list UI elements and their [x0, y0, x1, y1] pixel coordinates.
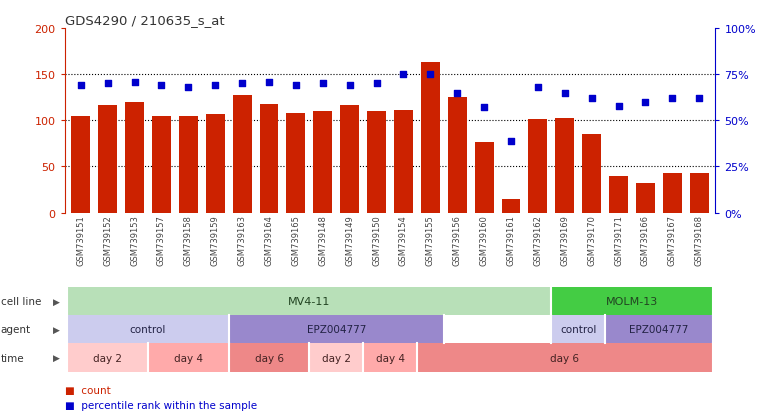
- Bar: [663, 173, 682, 213]
- Text: time: time: [1, 353, 24, 363]
- Bar: [636, 184, 655, 213]
- Bar: [72, 116, 91, 213]
- Bar: [179, 116, 198, 213]
- Point: [478, 105, 490, 112]
- Point: [505, 138, 517, 145]
- Point: [613, 103, 625, 109]
- Bar: [205, 114, 224, 213]
- Point: [639, 99, 651, 106]
- Text: day 6: day 6: [550, 353, 579, 363]
- Text: day 6: day 6: [254, 353, 284, 363]
- Bar: [152, 116, 171, 213]
- Text: day 2: day 2: [322, 353, 351, 363]
- Point: [344, 83, 356, 89]
- Bar: [260, 104, 279, 213]
- Text: day 2: day 2: [93, 353, 123, 363]
- Point: [451, 90, 463, 97]
- Text: ▶: ▶: [53, 353, 59, 362]
- Point: [209, 83, 221, 89]
- Bar: [125, 102, 144, 213]
- Bar: [314, 112, 333, 213]
- Point: [397, 72, 409, 78]
- Bar: [447, 98, 466, 213]
- Text: ■  count: ■ count: [65, 385, 110, 395]
- Text: EPZ004777: EPZ004777: [629, 325, 689, 335]
- Bar: [582, 135, 601, 213]
- Point: [236, 81, 248, 88]
- Text: control: control: [130, 325, 166, 335]
- Bar: [501, 199, 521, 213]
- Bar: [367, 112, 386, 213]
- Bar: [689, 173, 708, 213]
- Text: MOLM-13: MOLM-13: [606, 297, 658, 306]
- Point: [102, 81, 114, 88]
- Text: EPZ004777: EPZ004777: [307, 325, 366, 335]
- Point: [532, 85, 544, 91]
- Text: cell line: cell line: [1, 297, 41, 306]
- Point: [559, 90, 571, 97]
- Point: [424, 72, 436, 78]
- Text: MV4-11: MV4-11: [288, 297, 330, 306]
- Bar: [528, 120, 547, 213]
- Point: [155, 83, 167, 89]
- Bar: [286, 114, 305, 213]
- Text: agent: agent: [1, 325, 31, 335]
- Text: GDS4290 / 210635_s_at: GDS4290 / 210635_s_at: [65, 14, 224, 27]
- Bar: [340, 105, 359, 213]
- Text: control: control: [560, 325, 597, 335]
- Text: day 4: day 4: [375, 353, 405, 363]
- Point: [263, 79, 275, 85]
- Point: [371, 81, 383, 88]
- Text: ▶: ▶: [53, 297, 59, 306]
- Point: [585, 95, 597, 102]
- Bar: [609, 176, 628, 213]
- Bar: [421, 63, 440, 213]
- Text: ▶: ▶: [53, 325, 59, 334]
- Point: [290, 83, 302, 89]
- Bar: [233, 96, 252, 213]
- Bar: [98, 105, 117, 213]
- Bar: [475, 143, 494, 213]
- Bar: [394, 111, 413, 213]
- Point: [693, 95, 705, 102]
- Point: [129, 79, 141, 85]
- Point: [666, 95, 678, 102]
- Point: [183, 85, 195, 91]
- Point: [75, 83, 87, 89]
- Bar: [556, 119, 575, 213]
- Text: day 4: day 4: [174, 353, 203, 363]
- Text: ■  percentile rank within the sample: ■ percentile rank within the sample: [65, 400, 256, 410]
- Point: [317, 81, 329, 88]
